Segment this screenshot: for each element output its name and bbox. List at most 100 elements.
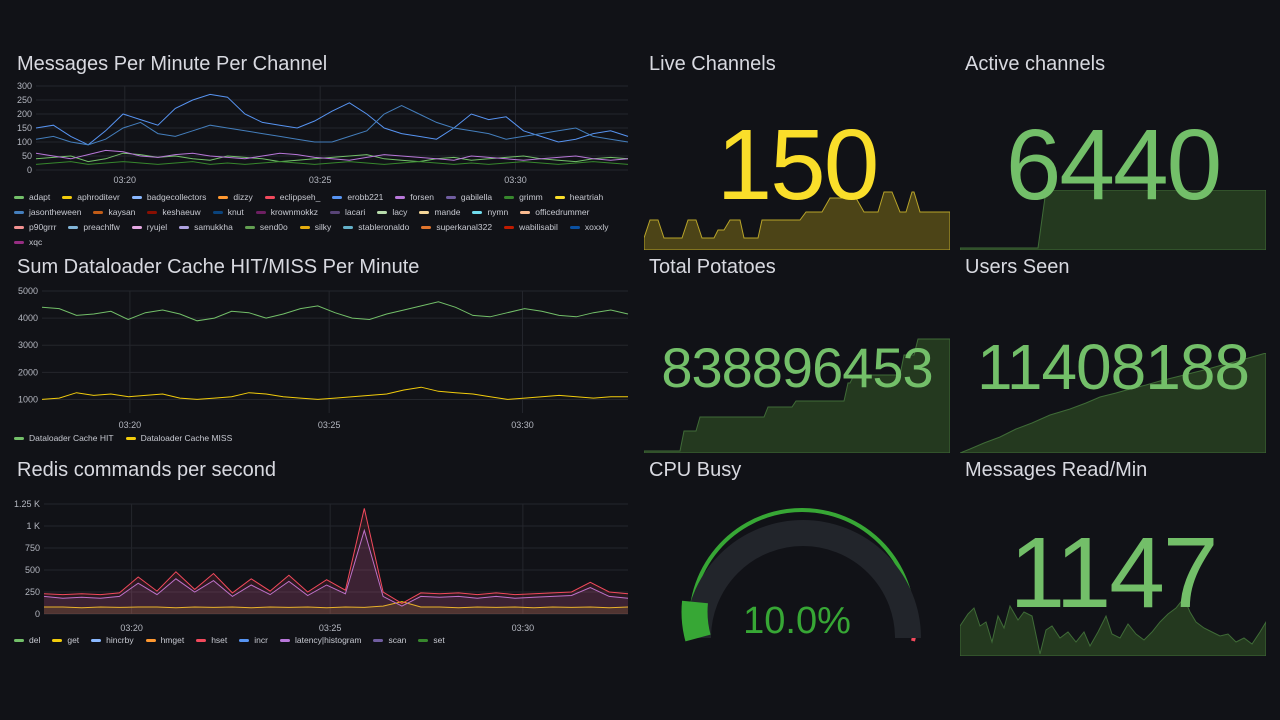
- legend-item[interactable]: Dataloader Cache HIT: [14, 431, 114, 445]
- legend-label: jasontheween: [29, 207, 82, 217]
- legend-item[interactable]: samukkha: [179, 220, 233, 235]
- legend-label: incr: [254, 635, 268, 645]
- y-tick-label: 0: [27, 165, 32, 175]
- legend-item[interactable]: stableronaldo: [343, 220, 409, 235]
- legend-item[interactable]: set: [418, 633, 445, 648]
- legend-item[interactable]: nymn: [472, 205, 508, 220]
- legend-item[interactable]: hmget: [145, 633, 185, 648]
- legend-item[interactable]: latency|histogram: [279, 633, 362, 648]
- legend-item[interactable]: knut: [212, 205, 244, 220]
- legend-swatch: [14, 639, 24, 642]
- legend-swatch: [332, 196, 343, 199]
- legend-item[interactable]: Dataloader Cache MISS: [125, 431, 232, 445]
- legend-label: lacari: [345, 207, 366, 217]
- legend-item[interactable]: incr: [239, 633, 268, 648]
- legend-swatch: [14, 437, 24, 440]
- legend-label: lacy: [392, 207, 408, 217]
- users-seen-sparkline: [960, 353, 1266, 453]
- legend-item[interactable]: superkanal322: [421, 220, 492, 235]
- legend-item[interactable]: adapt: [14, 190, 50, 205]
- x-tick-label: 03:25: [319, 623, 342, 633]
- legend-swatch: [472, 211, 483, 214]
- legend-swatch: [264, 196, 275, 199]
- legend-swatch: [239, 639, 250, 642]
- legend-item[interactable]: del: [14, 633, 40, 648]
- y-tick-label: 250: [25, 587, 40, 597]
- legend-label: aphroditevr: [77, 192, 120, 202]
- legend-swatch: [62, 196, 73, 199]
- legend-swatch: [131, 196, 142, 199]
- legend-swatch: [147, 211, 158, 214]
- legend-item[interactable]: mande: [419, 205, 460, 220]
- legend-item[interactable]: xoxxly: [569, 220, 608, 235]
- messages-panel: Messages Per Minute Per Channel 300 250 20…: [12, 52, 632, 248]
- legend-label: dizzy: [233, 192, 253, 202]
- legend-label: get: [67, 635, 80, 645]
- legend-label: latency|histogram: [294, 635, 362, 645]
- legend-item[interactable]: gabilella: [445, 190, 492, 205]
- legend-swatch: [91, 639, 102, 642]
- y-tick-label: 300: [17, 81, 32, 91]
- legend-swatch: [196, 639, 207, 642]
- legend-swatch: [68, 226, 79, 229]
- legend-swatch: [418, 639, 429, 642]
- legend-item[interactable]: ryujel: [131, 220, 167, 235]
- legend-item[interactable]: wabilisabil: [504, 220, 558, 235]
- legend-item[interactable]: officedrummer: [520, 205, 589, 220]
- legend-item[interactable]: badgecollectors: [131, 190, 206, 205]
- legend-label: officedrummer: [535, 207, 590, 217]
- cpu-busy-panel: CPU Busy 10.0%: [644, 458, 950, 656]
- y-tick-label: 50: [22, 151, 32, 161]
- x-tick-label: 03:30: [512, 623, 535, 633]
- legend-item[interactable]: xqc: [14, 235, 42, 248]
- legend-swatch: [131, 226, 142, 229]
- legend-item[interactable]: scan: [373, 633, 406, 648]
- legend-item[interactable]: preachlfw: [68, 220, 120, 235]
- legend-label: forsen: [410, 192, 434, 202]
- legend-item[interactable]: lacari: [330, 205, 365, 220]
- legend-item[interactable]: kaysan: [93, 205, 135, 220]
- legend-swatch: [554, 196, 565, 199]
- legend-item[interactable]: grimm: [504, 190, 543, 205]
- legend-item[interactable]: hset: [196, 633, 227, 648]
- legend-swatch: [330, 211, 340, 214]
- legend-item[interactable]: dizzy: [218, 190, 253, 205]
- page-title-cache: Sum Dataloader Cache HIT/MISS Per Minute: [17, 256, 420, 278]
- cache-legend: Dataloader Cache HIT Dataloader Cache MIS…: [14, 431, 624, 445]
- legend-label: nymn: [487, 207, 509, 217]
- legend-item[interactable]: get: [52, 633, 79, 648]
- legend-item[interactable]: p90grrr: [14, 220, 56, 235]
- legend-swatch: [299, 226, 310, 229]
- legend-swatch: [14, 241, 24, 244]
- legend-swatch: [14, 211, 24, 214]
- cpu-gauge: [681, 508, 921, 642]
- series-line: [41, 301, 629, 322]
- legend-label: set: [433, 635, 445, 645]
- legend-item[interactable]: krownmokkz: [255, 205, 318, 220]
- legend-item[interactable]: aphroditevr: [62, 190, 120, 205]
- active-channels-panel: Active channels 6440: [960, 52, 1266, 250]
- legend-label: hmget: [160, 635, 185, 645]
- legend-item[interactable]: hincrby: [91, 633, 134, 648]
- legend-item[interactable]: heartriah: [554, 190, 603, 205]
- y-tick-label: 200: [17, 109, 32, 119]
- legend-swatch: [14, 196, 24, 199]
- series-line: [35, 149, 629, 161]
- legend-item[interactable]: keshaeuw: [147, 205, 201, 220]
- messages-read-panel: Messages Read/Min 1147: [960, 458, 1266, 656]
- legend-item[interactable]: silky: [299, 220, 331, 235]
- legend-item[interactable]: send0o: [244, 220, 288, 235]
- legend-item[interactable]: forsen: [395, 190, 434, 205]
- legend-item[interactable]: erobb221: [332, 190, 383, 205]
- legend-item[interactable]: eclippseh_: [264, 190, 320, 205]
- legend-item[interactable]: lacy: [377, 205, 407, 220]
- live-channels-panel: Live Channels 150: [644, 52, 950, 250]
- total-potatoes-title: Total Potatoes: [649, 256, 776, 278]
- legend-item[interactable]: jasontheween: [14, 205, 81, 220]
- legend-label: mande: [434, 207, 461, 217]
- legend-swatch: [218, 196, 229, 199]
- y-tick-label: 2000: [18, 367, 38, 377]
- legend-label: hincrby: [106, 635, 134, 645]
- legend-swatch: [395, 196, 406, 199]
- total-potatoes-value: 838896453: [661, 336, 933, 399]
